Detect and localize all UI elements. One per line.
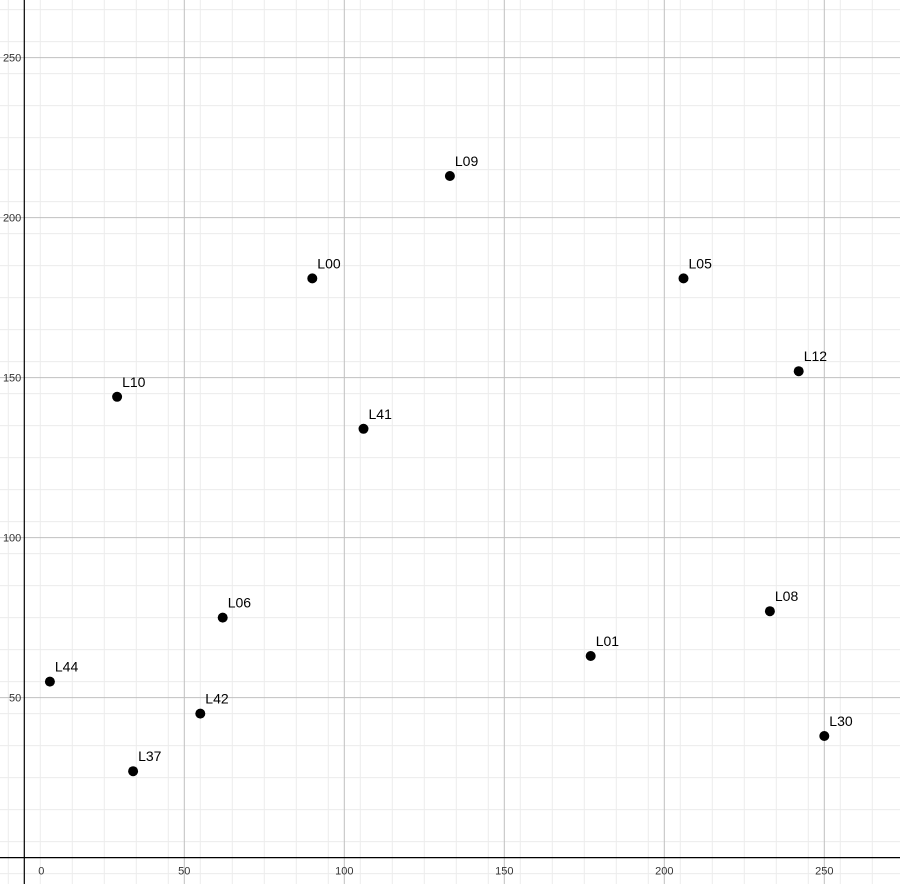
- data-point-label-l05: L05: [689, 255, 713, 271]
- tick-labels: 0501001502002503003504004505005010015020…: [3, 53, 834, 878]
- x-tick-label: 0: [38, 866, 44, 878]
- data-point-label-l01: L01: [596, 633, 620, 649]
- data-point-l00: [307, 273, 318, 284]
- x-tick-label: 50: [178, 866, 190, 878]
- data-point-label-l37: L37: [138, 748, 162, 764]
- data-point-l37: [128, 766, 139, 777]
- x-tick-label: 200: [655, 866, 673, 878]
- y-tick-label: 250: [3, 53, 21, 65]
- data-point-l44: [44, 676, 55, 687]
- data-point-l06: [217, 612, 228, 623]
- x-tick-label: 100: [335, 866, 353, 878]
- y-tick-label: 50: [9, 693, 21, 705]
- data-point-l10: [112, 391, 123, 402]
- data-point-label-l00: L00: [317, 255, 341, 271]
- data-point-l01: [585, 651, 596, 661]
- data-point-l12: [793, 366, 804, 377]
- data-point-label-l42: L42: [205, 691, 229, 707]
- y-tick-label: 100: [3, 533, 21, 545]
- data-point-label-l10: L10: [122, 374, 146, 390]
- data-point-label-l06: L06: [228, 595, 252, 611]
- data-point-label-l08: L08: [775, 588, 799, 604]
- data-point-l09: [444, 171, 455, 181]
- data-point-l42: [195, 708, 206, 719]
- data-point-label-l44: L44: [55, 659, 79, 675]
- x-tick-label: 150: [495, 866, 513, 878]
- data-point-l30: [819, 731, 830, 741]
- data-point-l41: [358, 423, 369, 434]
- y-tick-label: 200: [3, 213, 21, 225]
- data-point-label-l09: L09: [455, 153, 479, 169]
- data-point-l05: [678, 273, 689, 284]
- data-point-label-l30: L30: [829, 713, 853, 729]
- x-tick-label: 250: [815, 866, 833, 878]
- data-point-label-l12: L12: [804, 348, 828, 364]
- data-point-l08: [764, 606, 775, 617]
- data-point-labels: L00L01L02L03L04L05L06L07L08L09L10L11L12L…: [55, 153, 853, 764]
- y-tick-label: 150: [3, 373, 21, 385]
- data-points: [44, 171, 830, 777]
- data-point-label-l41: L41: [369, 406, 393, 422]
